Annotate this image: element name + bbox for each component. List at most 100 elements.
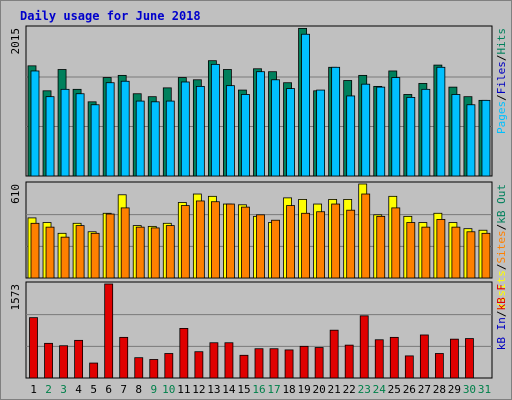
bar-files-day-22 <box>346 95 356 177</box>
bar-kb-f-day-14 <box>224 342 234 379</box>
bar-files-day-25 <box>391 77 401 177</box>
bar-sites-day-26 <box>406 222 416 279</box>
bar-files-day-8 <box>135 100 145 177</box>
bar-files-day-23 <box>361 83 371 177</box>
bar-sites-day-13 <box>210 201 220 279</box>
bar-files-day-27 <box>421 88 431 177</box>
bar-sites-day-5 <box>90 232 100 279</box>
bar-kb-f-day-5 <box>89 362 99 379</box>
x-tick-label-day-4: 4 <box>75 383 82 396</box>
bar-kb-f-day-18 <box>284 349 294 379</box>
legend-item: / <box>495 55 508 62</box>
bar-sites-day-28 <box>436 219 446 279</box>
bar-files-day-31 <box>481 99 491 177</box>
bar-sites-day-27 <box>421 226 431 279</box>
legend-item: / <box>495 311 508 318</box>
x-tick-label-day-15: 15 <box>237 383 250 396</box>
bar-files-day-19 <box>301 33 310 177</box>
bar-kb-f-day-3 <box>59 345 68 379</box>
bar-files-day-24 <box>376 86 386 177</box>
bar-sites-day-8 <box>135 226 145 279</box>
bar-sites-day-17 <box>271 219 280 279</box>
bar-files-day-15 <box>241 94 250 177</box>
x-tick-label-day-17: 17 <box>267 383 280 396</box>
x-tick-label-day-29: 29 <box>448 383 461 396</box>
legend-item: Files <box>495 61 508 94</box>
legend-item: / <box>495 224 508 231</box>
panel-legend: Visits/Sites/kB Out <box>495 184 508 310</box>
x-axis-day-labels: 1 2 3 4 5 6 7 8 9 10 11 12 13 14 15 16 17 18 19 20 21 22 23 24 2… <box>30 383 491 396</box>
x-tick-label-day-8: 8 <box>135 383 142 396</box>
bar-sites-day-21 <box>331 203 341 279</box>
bar-files-day-14 <box>226 85 235 177</box>
x-tick-label-day-23: 23 <box>358 383 371 396</box>
x-tick-label-day-27: 27 <box>418 383 431 396</box>
legend-item: Sites <box>495 230 508 263</box>
bar-kb-f-day-12 <box>194 351 204 379</box>
legend-item: Visits <box>495 270 508 310</box>
legend-item: Hits <box>495 28 508 55</box>
bar-kb-f-day-4 <box>74 339 84 379</box>
bar-sites-day-29 <box>451 226 461 279</box>
bar-files-day-17 <box>271 79 280 177</box>
x-tick-label-day-26: 26 <box>403 383 416 396</box>
bar-kb-f-day-2 <box>44 342 53 379</box>
bar-sites-day-14 <box>226 203 235 279</box>
bar-kb-f-day-26 <box>404 355 414 379</box>
chart-title: Daily usage for June 2018 <box>20 9 201 23</box>
bar-kb-f-day-1 <box>29 317 38 379</box>
bar-files-day-29 <box>451 94 461 177</box>
bar-kb-f-day-22 <box>344 344 354 379</box>
bar-kb-f-day-25 <box>389 336 399 379</box>
bar-kb-f-day-15 <box>239 354 249 379</box>
bar-sites-day-18 <box>286 205 295 279</box>
panel-kb-in-f: 1573 kB In/kB F <box>9 281 508 379</box>
bar-sites-day-3 <box>60 236 70 279</box>
bar-sites-day-11 <box>180 205 190 279</box>
x-tick-label-day-30: 30 <box>463 383 476 396</box>
bar-files-day-30 <box>466 104 476 177</box>
x-tick-label-day-6: 6 <box>105 383 112 396</box>
bar-files-day-16 <box>256 71 265 177</box>
x-tick-label-day-24: 24 <box>373 383 387 396</box>
legend-item: Pages <box>495 101 508 134</box>
bar-files-day-9 <box>150 101 160 177</box>
x-tick-label-day-16: 16 <box>252 383 265 396</box>
bar-kb-f-day-13 <box>209 342 219 379</box>
panel-legend: Pages/Files/Hits <box>495 28 508 134</box>
legend-item: / <box>495 94 508 101</box>
bar-sites-day-30 <box>466 231 476 279</box>
bar-kb-f-day-8 <box>134 357 144 379</box>
bar-kb-f-day-24 <box>374 339 384 379</box>
bar-files-day-2 <box>45 96 55 177</box>
x-tick-label-day-18: 18 <box>282 383 295 396</box>
bar-sites-day-20 <box>316 211 326 279</box>
bar-sites-day-23 <box>361 193 371 279</box>
bar-kb-f-day-28 <box>434 353 444 379</box>
x-tick-label-day-31: 31 <box>478 383 491 396</box>
bar-kb-f-day-19 <box>299 345 309 379</box>
bar-files-day-28 <box>436 66 446 177</box>
bar-sites-day-4 <box>75 225 85 279</box>
x-tick-label-day-1: 1 <box>30 383 37 396</box>
bar-sites-day-9 <box>150 227 160 279</box>
x-tick-label-day-7: 7 <box>120 383 127 396</box>
bar-files-day-7 <box>120 80 130 177</box>
bar-sites-day-1 <box>30 222 40 279</box>
y-max-label: 610 <box>9 184 22 204</box>
bar-kb-f-day-20 <box>314 347 324 379</box>
legend-item: kB Out <box>495 184 508 224</box>
bar-files-day-18 <box>286 88 295 177</box>
bar-files-day-13 <box>210 63 220 177</box>
bar-sites-day-15 <box>241 206 250 279</box>
x-tick-label-day-25: 25 <box>388 383 401 396</box>
bar-kb-f-day-29 <box>450 338 459 379</box>
bar-kb-f-day-7 <box>119 336 129 379</box>
bar-files-day-20 <box>316 89 326 177</box>
x-tick-label-day-10: 10 <box>162 383 175 396</box>
bar-files-day-12 <box>195 85 205 177</box>
